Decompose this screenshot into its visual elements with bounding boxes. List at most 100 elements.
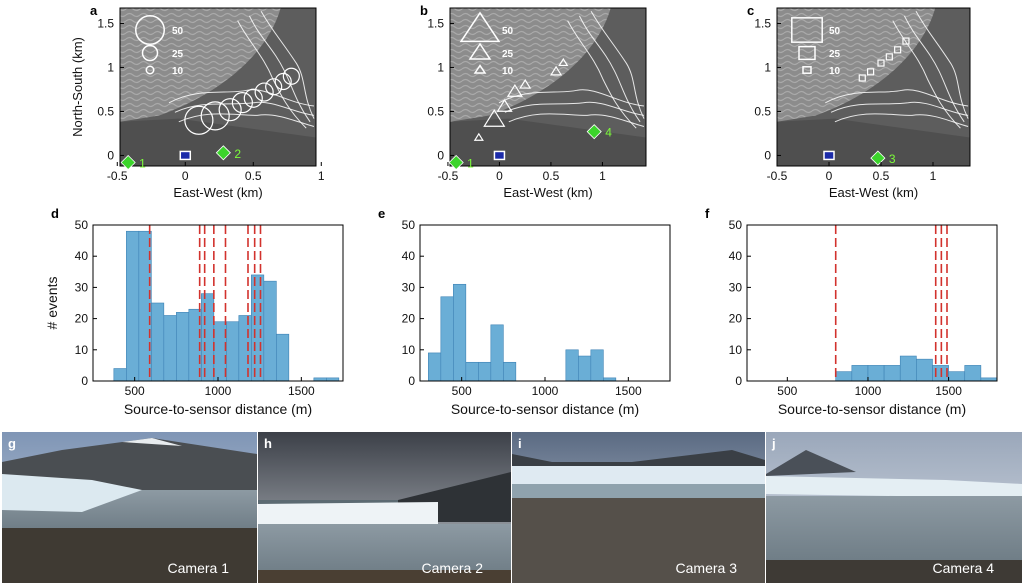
glacier-front <box>2 474 142 512</box>
foreground-ground <box>512 498 765 583</box>
terrain-contour <box>915 10 969 119</box>
legend-label: 50 <box>502 26 514 37</box>
station-marker <box>448 154 464 171</box>
x-axis-label: Source-to-sensor distance (m) <box>778 401 966 417</box>
legend-circle <box>145 65 155 75</box>
x-tick-label: -0.5 <box>107 169 128 183</box>
legend-circle <box>141 44 159 62</box>
x-tick-label: 1 <box>599 169 606 183</box>
histogram-bar <box>453 283 467 382</box>
terrain-contour <box>498 89 645 107</box>
event-triangle <box>519 78 532 89</box>
panel-letter: e <box>378 206 385 221</box>
foreground-ground <box>258 570 511 583</box>
histogram-bar <box>590 349 604 382</box>
y-tick-label: 0.5 <box>754 104 771 118</box>
panel-letter: b <box>420 3 428 18</box>
histogram-bar <box>428 352 442 382</box>
y-tick-label: 0.5 <box>97 104 114 118</box>
station-marker <box>870 150 886 166</box>
x-axis-label: East-West (km) <box>503 185 592 200</box>
camera-label: Camera 1 <box>168 560 230 576</box>
legend-triangle <box>459 11 501 43</box>
event-circle <box>184 105 214 135</box>
station-label: 2 <box>234 147 241 161</box>
terrain-contour <box>834 113 969 127</box>
legend-label: 10 <box>172 66 184 77</box>
x-axis-label: Source-to-sensor distance (m) <box>124 401 312 417</box>
event-markers <box>858 37 910 82</box>
size-legend: 50 25 10 <box>135 15 184 77</box>
legend-square <box>802 66 812 74</box>
y-tick-label: 10 <box>729 343 743 357</box>
glacier-front <box>512 466 765 484</box>
terrain-contour <box>825 89 969 107</box>
y-tick-label: 20 <box>729 312 743 326</box>
x-tick-label: 500 <box>125 384 145 398</box>
photo-camera-1: Camera 1 g <box>2 432 257 583</box>
y-tick-label: 20 <box>402 312 416 326</box>
event-circle <box>254 82 274 102</box>
legend-label: 10 <box>829 66 841 77</box>
y-tick-label: 1.5 <box>427 16 444 30</box>
y-tick-label: 50 <box>75 218 89 232</box>
histogram-bar <box>899 355 917 382</box>
histogram-f: 500 1000 1500 0 10 20 30 40 50 Source-to-sensor d… <box>705 206 998 417</box>
legend-label: 25 <box>829 49 841 60</box>
histogram-bar <box>226 321 240 382</box>
panel-letter: c <box>747 3 754 18</box>
station-marker <box>586 124 602 140</box>
camera-photos: Camera 1 g Camera 2 h Camera 3 i Camera 4 j <box>2 432 1022 583</box>
event-square <box>885 53 893 61</box>
x-tick-label: -0.5 <box>438 169 459 183</box>
histogram-bar <box>126 230 140 382</box>
event-triangle <box>473 132 484 141</box>
terrain-contour <box>168 89 315 107</box>
histogram-bar <box>238 315 252 382</box>
histogram-bar <box>263 280 277 382</box>
station-marker <box>215 145 231 161</box>
histogram-bar <box>113 368 127 382</box>
map-frame <box>119 7 317 167</box>
y-tick-label: 40 <box>729 249 743 263</box>
legend-triangle <box>473 64 487 74</box>
lake <box>512 484 765 500</box>
lake-surface <box>120 118 316 166</box>
histogram-bar <box>276 333 290 382</box>
photo-camera-3: Camera 3 i <box>512 432 765 583</box>
terrain-contour <box>578 15 641 123</box>
legend-label: 50 <box>172 26 184 37</box>
y-tick-label: 30 <box>75 280 89 294</box>
event-circle <box>200 101 230 131</box>
legend-circle <box>135 15 165 45</box>
y-axis-label: North-South (km) <box>70 37 85 137</box>
map-frame <box>449 7 647 167</box>
sensor-marker <box>493 150 506 161</box>
y-tick-label: 40 <box>75 249 89 263</box>
x-tick-label: 0 <box>496 169 503 183</box>
event-square <box>866 68 875 76</box>
histogram-bar <box>490 324 504 382</box>
x-tick-label: 0 <box>826 169 833 183</box>
station-label: 3 <box>889 152 896 166</box>
histogram-bar <box>851 365 869 382</box>
mountain <box>766 450 856 476</box>
event-markers <box>184 67 300 135</box>
x-tick-label: 500 <box>777 384 797 398</box>
event-square <box>894 46 902 54</box>
histogram-bar <box>251 274 265 382</box>
histogram-bar <box>465 361 479 382</box>
event-triangle <box>558 57 569 67</box>
event-triangle <box>506 83 523 97</box>
event-circle <box>243 88 263 108</box>
histogram-bar <box>883 365 901 382</box>
sensor-marker <box>179 150 192 161</box>
station-marker <box>120 154 136 171</box>
station-label: 1 <box>467 156 474 170</box>
histogram-bar <box>916 358 933 382</box>
x-tick-label: 1500 <box>288 384 315 398</box>
histogram-bar <box>478 361 492 382</box>
camera-label: Camera 2 <box>422 560 484 576</box>
terrain-contour <box>508 113 645 127</box>
